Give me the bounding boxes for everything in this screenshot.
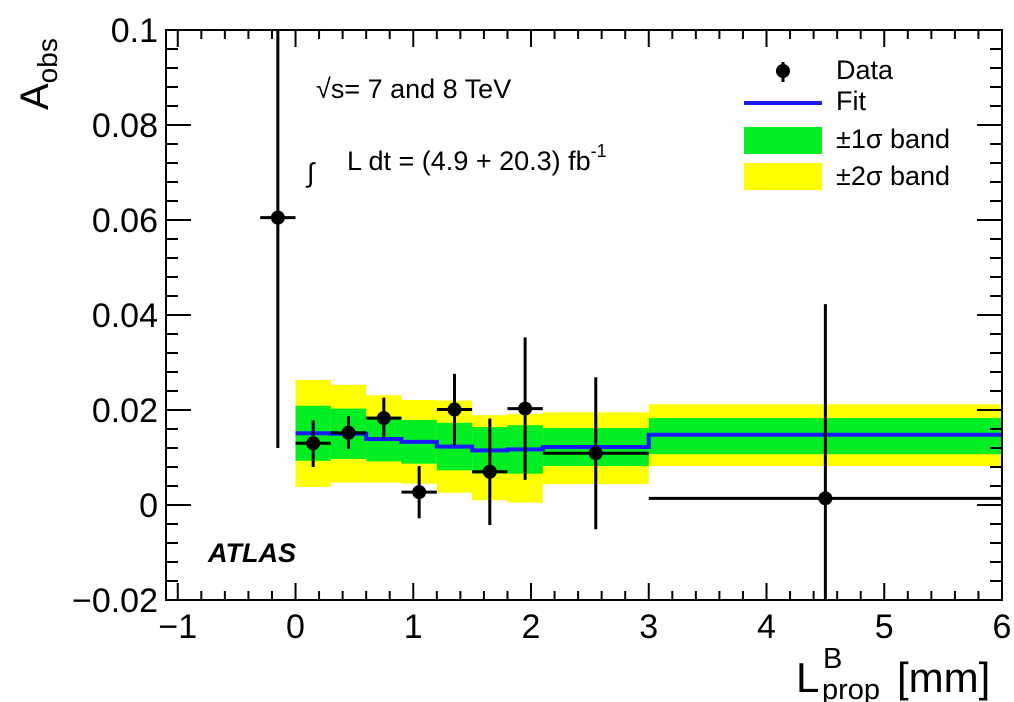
annotation-lumi-sup: -1	[591, 141, 607, 161]
x-tick-label: 4	[757, 608, 776, 646]
legend-two-sigma-swatch	[744, 163, 822, 190]
x-axis-title-sup: B	[823, 643, 842, 675]
legend-label-data: Data	[836, 55, 894, 85]
data-points	[260, 30, 1002, 600]
data-point	[436, 373, 473, 446]
legend-one-sigma-swatch	[744, 127, 822, 154]
y-tick-label: 0.1	[111, 12, 158, 50]
annotation-sqrt-s: √s= 7 and 8 TeV	[316, 74, 511, 104]
y-tick-label: 0.02	[92, 392, 158, 430]
legend-label-two-sigma: ±2σ band	[836, 161, 950, 191]
x-axis-title: L B prop [mm]	[796, 643, 990, 702]
annotation-lumi: L dt = (4.9 + 20.3) fb-1	[347, 141, 607, 176]
data-point-marker	[412, 485, 427, 500]
svg-text:Aobs: Aobs	[13, 38, 63, 110]
annotation-integral-sign: ∫	[305, 158, 316, 188]
data-point-marker	[447, 402, 462, 417]
annotation-lumi-text: L dt = (4.9 + 20.3) fb	[347, 146, 591, 176]
axis-ticks	[166, 29, 1003, 601]
x-tick-label: 0	[286, 608, 305, 646]
y-axis-title: Aobs	[13, 38, 63, 110]
legend-label-one-sigma: ±1σ band	[836, 124, 950, 154]
data-point-marker	[306, 436, 321, 451]
legend-data-marker	[776, 64, 790, 78]
tick-labels: −1 0 1 2 3 4 5 6 −0.02 0 0.02 0.04 0.06 0.08 0.1	[72, 12, 1011, 646]
x-axis-title-main: L	[796, 654, 819, 701]
data-point	[648, 304, 1002, 600]
x-tick-label: 2	[522, 608, 541, 646]
x-tick-label: 5	[875, 608, 894, 646]
data-point-marker	[376, 411, 391, 426]
y-axis-title-sub: obs	[32, 38, 63, 83]
data-point	[260, 30, 296, 448]
data-point-marker	[518, 401, 533, 416]
data-point	[507, 337, 543, 480]
data-point	[330, 416, 367, 449]
y-tick-label: 0.08	[92, 107, 158, 145]
y-tick-label: 0.04	[92, 297, 158, 335]
x-axis-title-unit: [mm]	[897, 654, 990, 701]
legend-label-fit: Fit	[836, 86, 866, 116]
data-point-marker	[482, 464, 497, 479]
data-point	[472, 418, 508, 525]
annotation-block: √s= 7 and 8 TeV ∫ L dt = (4.9 + 20.3) fb…	[207, 74, 607, 568]
data-point	[366, 397, 402, 439]
y-tick-label: 0	[139, 487, 158, 525]
data-point-marker	[270, 210, 285, 225]
experiment-label: ATLAS	[207, 538, 296, 568]
legend: Data Fit ±1σ band ±2σ band	[744, 55, 950, 191]
x-tick-label: 3	[639, 608, 658, 646]
data-point-marker	[588, 446, 603, 461]
y-tick-label: 0.06	[92, 202, 158, 240]
data-point-marker	[818, 491, 833, 506]
data-point	[542, 377, 649, 530]
plot-frame	[165, 29, 1003, 601]
x-tick-label: −1	[158, 608, 197, 646]
data-point	[401, 466, 437, 519]
data-point-marker	[341, 425, 356, 440]
y-axis-title-main: A	[13, 83, 57, 110]
data-point	[295, 420, 331, 467]
y-tick-label: −0.02	[72, 582, 158, 620]
x-tick-label: 6	[993, 608, 1012, 646]
x-axis-title-sub: prop	[822, 674, 880, 702]
x-tick-label: 1	[404, 608, 423, 646]
